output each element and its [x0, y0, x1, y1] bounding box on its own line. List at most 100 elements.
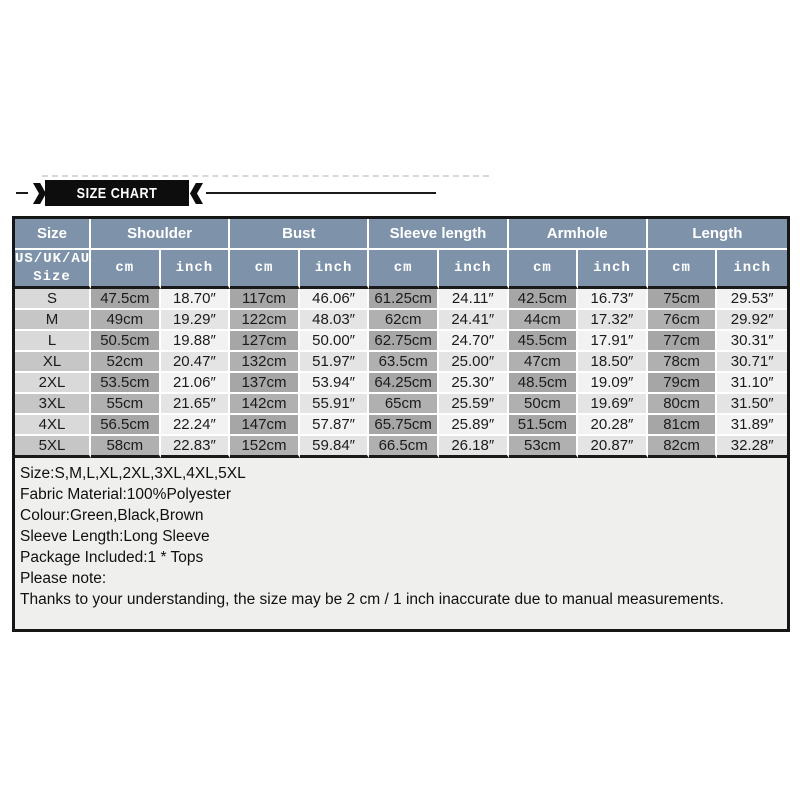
banner-ribbon: SIZE CHART [45, 180, 189, 206]
ribbon-left-fold-icon [33, 183, 46, 204]
inch-value-cell: 20.87″ [578, 436, 648, 459]
banner-title: SIZE CHART [76, 184, 158, 202]
subheader-cm: cm [91, 250, 161, 290]
cm-value-cell: 50.5cm [91, 331, 161, 353]
inch-value-cell: 20.47″ [160, 352, 231, 374]
cm-value-cell: 137cm [230, 373, 300, 395]
subheader-inch: inch [578, 250, 648, 290]
col-header-shoulder: Shoulder [91, 219, 231, 250]
col-header-bust: Bust [230, 219, 370, 250]
inch-value-cell: 24.41″ [438, 310, 509, 332]
inch-value-cell: 31.10″ [717, 373, 787, 395]
note-line: Sleeve Length:Long Sleeve [20, 528, 210, 546]
cm-value-cell: 42.5cm [508, 289, 579, 311]
cm-value-cell: 63.5cm [369, 352, 439, 374]
note-line: Thanks to your understanding, the size m… [20, 591, 724, 609]
size-cell: XL [15, 352, 91, 374]
ribbon-right-fold-icon [190, 183, 203, 204]
size-cell: 2XL [15, 373, 91, 395]
inch-value-cell: 26.18″ [438, 436, 509, 459]
cm-value-cell: 58cm [91, 436, 161, 459]
inch-value-cell: 25.00″ [438, 352, 509, 374]
inch-value-cell: 57.87″ [299, 415, 370, 437]
header-row: Size Shoulder Bust Sleeve length Armhole… [15, 219, 787, 250]
inch-value-cell: 24.11″ [438, 289, 509, 311]
inch-value-cell: 25.59″ [438, 394, 509, 416]
inch-value-cell: 21.65″ [160, 394, 231, 416]
inch-value-cell: 55.91″ [299, 394, 370, 416]
cm-value-cell: 77cm [647, 331, 718, 353]
cm-value-cell: 53cm [508, 436, 579, 459]
subheader-row: US/UK/AU Size cm inch cm inch cm inch cm… [15, 250, 787, 290]
inch-value-cell: 32.28″ [717, 436, 787, 459]
size-cell: 5XL [15, 436, 91, 459]
subheader-inch: inch [299, 250, 370, 290]
inch-value-cell: 17.91″ [578, 331, 648, 353]
cm-value-cell: 48.5cm [508, 373, 579, 395]
size-cell: L [15, 331, 91, 353]
cm-value-cell: 127cm [230, 331, 300, 353]
note-line: Colour:Green,Black,Brown [20, 507, 204, 525]
table-row: L 50.5cm 19.88″ 127cm 50.00″ 62.75cm 24.70″ 45.… [15, 331, 787, 353]
subheader-size-group-line2: Size [33, 269, 71, 286]
cm-value-cell: 78cm [647, 352, 718, 374]
inch-value-cell: 19.69″ [578, 394, 648, 416]
subheader-size-group: US/UK/AU Size [15, 250, 91, 290]
inch-value-cell: 20.28″ [578, 415, 648, 437]
inch-value-cell: 22.24″ [160, 415, 231, 437]
cm-value-cell: 152cm [230, 436, 300, 459]
cm-value-cell: 122cm [230, 310, 300, 332]
inch-value-cell: 16.73″ [578, 289, 648, 311]
cm-value-cell: 81cm [647, 415, 718, 437]
inch-value-cell: 24.70″ [438, 331, 509, 353]
cm-value-cell: 47.5cm [91, 289, 161, 311]
col-header-size: Size [15, 219, 91, 250]
inch-value-cell: 25.89″ [438, 415, 509, 437]
cm-value-cell: 56.5cm [91, 415, 161, 437]
subheader-cm: cm [647, 250, 718, 290]
cm-value-cell: 65.75cm [369, 415, 439, 437]
col-header-armhole: Armhole [508, 219, 648, 250]
inch-value-cell: 22.83″ [160, 436, 231, 459]
product-notes: Size:S,M,L,XL,2XL,3XL,4XL,5XL Fabric Mate… [15, 458, 787, 610]
cm-value-cell: 80cm [647, 394, 718, 416]
inch-value-cell: 46.06″ [299, 289, 370, 311]
table-body: S 47.5cm 18.70″ 117cm 46.06″ 61.25cm 24.11″ 42.… [15, 289, 787, 459]
note-line: Please note: [20, 570, 107, 588]
cm-value-cell: 49cm [91, 310, 161, 332]
inch-value-cell: 18.70″ [160, 289, 231, 311]
col-header-sleeve-length: Sleeve length [369, 219, 509, 250]
size-cell: 4XL [15, 415, 91, 437]
subheader-cm: cm [508, 250, 579, 290]
cm-value-cell: 61.25cm [369, 289, 439, 311]
cm-value-cell: 79cm [647, 373, 718, 395]
col-header-length: Length [647, 219, 787, 250]
cm-value-cell: 66.5cm [369, 436, 439, 459]
table-row: XL 52cm 20.47″ 132cm 51.97″ 63.5cm 25.00″ 47cm 1… [15, 352, 787, 374]
table-row: 4XL 56.5cm 22.24″ 147cm 57.87″ 65.75cm 25.89″ 5… [15, 415, 787, 437]
inch-value-cell: 25.30″ [438, 373, 509, 395]
inch-value-cell: 30.71″ [717, 352, 787, 374]
inch-value-cell: 51.97″ [299, 352, 370, 374]
inch-value-cell: 18.50″ [578, 352, 648, 374]
cm-value-cell: 45.5cm [508, 331, 579, 353]
cm-value-cell: 50cm [508, 394, 579, 416]
cm-value-cell: 55cm [91, 394, 161, 416]
cm-value-cell: 82cm [647, 436, 718, 459]
table-row: 2XL 53.5cm 21.06″ 137cm 53.94″ 64.25cm 25.30″ 4… [15, 373, 787, 395]
subheader-size-group-line1: US/UK/AU [15, 251, 91, 267]
cm-value-cell: 117cm [230, 289, 300, 311]
size-chart-table: Size Shoulder Bust Sleeve length Armhole… [15, 219, 787, 459]
cm-value-cell: 53.5cm [91, 373, 161, 395]
table-row: M 49cm 19.29″ 122cm 48.03″ 62cm 24.41″ 44cm 17.3… [15, 310, 787, 332]
note-line: Size:S,M,L,XL,2XL,3XL,4XL,5XL [20, 465, 246, 483]
size-cell: M [15, 310, 91, 332]
banner-dotted-line [42, 175, 489, 177]
banner-left-dash [16, 192, 28, 194]
table-row: S 47.5cm 18.70″ 117cm 46.06″ 61.25cm 24.11″ 42.… [15, 289, 787, 311]
cm-value-cell: 52cm [91, 352, 161, 374]
cm-value-cell: 51.5cm [508, 415, 579, 437]
inch-value-cell: 19.09″ [578, 373, 648, 395]
cm-value-cell: 62.75cm [369, 331, 439, 353]
cm-value-cell: 64.25cm [369, 373, 439, 395]
